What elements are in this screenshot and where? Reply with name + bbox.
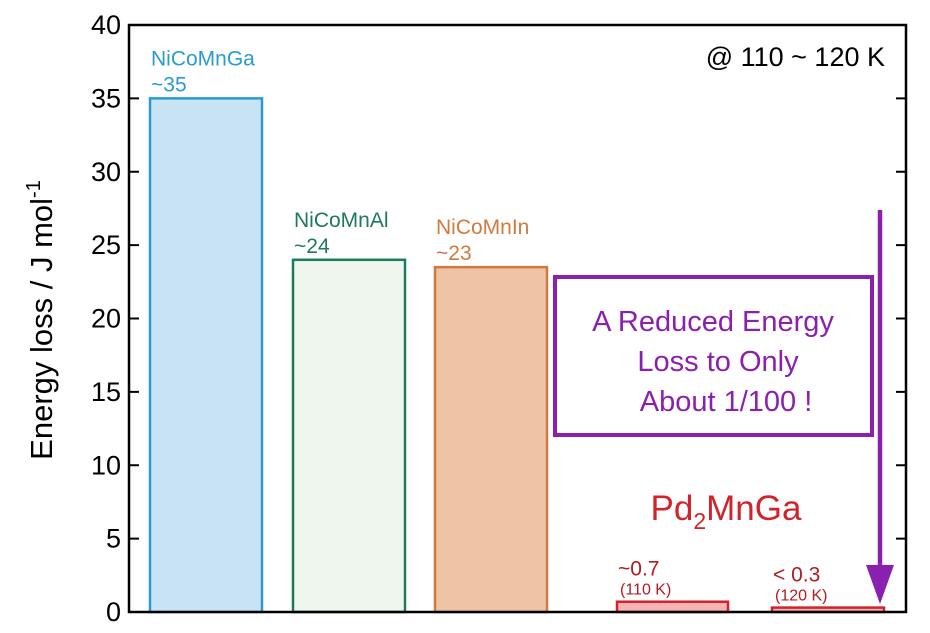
y-tick-label: 35: [91, 83, 121, 113]
y-tick-label: 20: [91, 304, 121, 334]
y-tick-label: 0: [106, 597, 121, 627]
y-axis-label-superscript: -1: [23, 180, 45, 198]
bar-1: [148, 97, 264, 614]
group-label-subscript: 2: [693, 508, 706, 534]
bar-4: [615, 600, 730, 614]
bar-sub-label: (120 K): [775, 588, 827, 605]
bar-name-label: NiCoMnGa: [151, 47, 255, 70]
y-tick-label: 40: [91, 10, 121, 40]
callout-line-2: Loss to Only: [637, 346, 799, 378]
y-tick-label: 30: [91, 157, 121, 187]
y-axis-label-main: Energy loss / J mol: [24, 198, 59, 460]
bar-sub-label: (110 K): [620, 582, 671, 599]
y-tick-label: 25: [91, 230, 121, 260]
bar-name-label: NiCoMnAl: [294, 209, 389, 232]
bar-name-label: NiCoMnIn: [436, 216, 529, 239]
y-tick-label: 10: [91, 450, 121, 480]
bar-value-label: < 0.3: [773, 564, 820, 587]
group-label-suffix: MnGa: [706, 489, 802, 528]
group-label-pd2mnga: Pd2MnGa: [651, 489, 802, 534]
condition-label: @ 110 ~ 120 K: [706, 42, 885, 72]
reduction-arrow-head: [866, 565, 894, 604]
bar-value-label: ~23: [436, 242, 472, 265]
bar-3: [433, 265, 549, 614]
y-axis-label: Energy loss / J mol-1: [23, 180, 59, 460]
bar-value-label: ~24: [294, 235, 330, 258]
bar-value-label: ~0.7: [618, 558, 659, 581]
bar-2: [291, 258, 407, 614]
y-tick-label: 5: [106, 524, 121, 554]
group-label-prefix: Pd: [651, 489, 694, 528]
bar-value-label: ~35: [151, 73, 187, 96]
plot-frame: [127, 23, 908, 614]
callout-box: [553, 275, 874, 437]
y-tick-label: 15: [91, 377, 121, 407]
callout-line-1: A Reduced Energy: [592, 306, 834, 338]
callout-line-3: About 1/100 !: [640, 386, 813, 418]
